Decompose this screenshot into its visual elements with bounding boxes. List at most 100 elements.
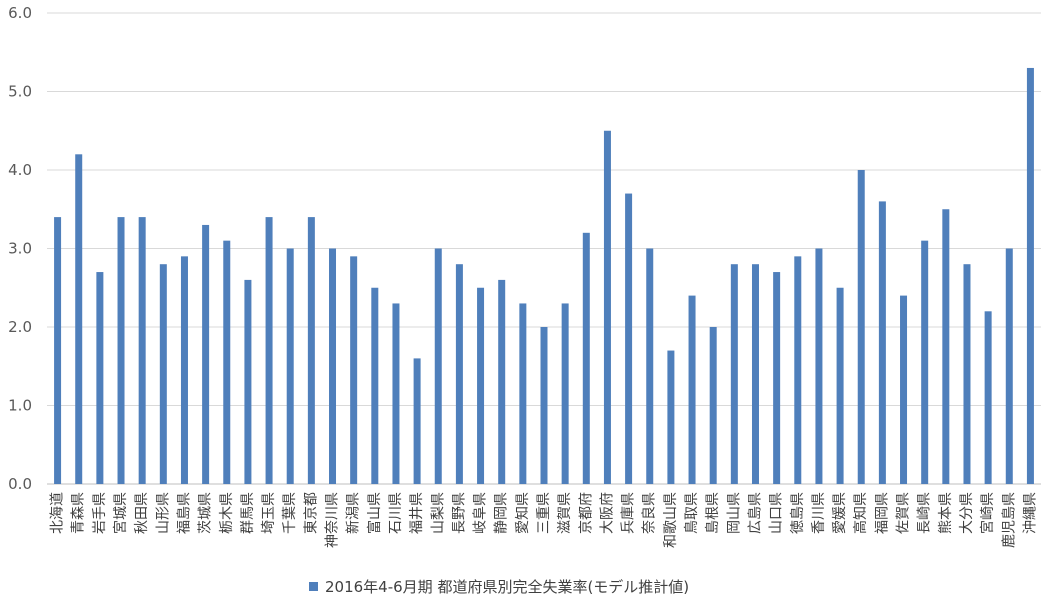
bar (138, 217, 146, 484)
bar (709, 327, 717, 484)
x-tick-label: 栃木県 (219, 492, 235, 534)
bar (561, 303, 569, 484)
x-tick-label: 山口県 (769, 492, 785, 534)
y-axis-ticks: 0.0 1.0 2.0 3.0 4.0 5.0 6.0 (8, 4, 32, 493)
bar (434, 248, 442, 484)
x-tick-label: 滋賀県 (557, 492, 573, 534)
x-tick-label: 埼玉県 (261, 492, 277, 534)
x-tick-label: 神奈川県 (325, 492, 341, 548)
x-tick-label: 愛媛県 (832, 492, 848, 534)
bar (75, 154, 83, 485)
legend-label: 2016年4-6月期 都道府県別完全失業率(モデル推計値) (325, 578, 689, 596)
x-tick-label: 高知県 (852, 492, 869, 534)
bar (159, 264, 167, 484)
bars (54, 67, 1034, 485)
bar (350, 256, 358, 484)
x-tick-label: 岡山県 (726, 492, 742, 534)
x-axis-labels: 北海道 青森県 岩手県 宮城県 秋田県 山形県 福島県 茨城県 栃木県 群馬県 埼玉県 千葉県 東京都神… (50, 492, 1039, 548)
bar (984, 311, 992, 484)
x-tick-label: 群馬県 (240, 492, 256, 534)
x-tick-label: 静岡県 (494, 492, 510, 534)
y-tick-label: 2.0 (8, 318, 32, 336)
bar (202, 224, 210, 484)
bar (900, 295, 908, 484)
x-tick-label: 徳島県 (790, 492, 806, 534)
bar (836, 287, 844, 484)
bar (773, 272, 781, 484)
bar (540, 327, 548, 484)
bar (688, 295, 696, 484)
bar (371, 287, 379, 484)
bar (329, 248, 337, 484)
x-tick-label: 香川県 (811, 492, 827, 534)
x-tick-label: 岩手県 (92, 492, 108, 534)
bar (1005, 248, 1013, 484)
bar (582, 232, 590, 484)
bar (498, 279, 506, 484)
bar (1026, 67, 1034, 484)
bar (413, 358, 421, 484)
x-tick-label: 京都府 (578, 492, 594, 534)
x-tick-label: 岐阜県 (472, 492, 489, 534)
legend-swatch (309, 582, 318, 591)
bar (54, 217, 62, 484)
bar (244, 279, 252, 484)
bar (667, 350, 675, 484)
x-tick-label: 富山県 (366, 492, 383, 534)
x-tick-label: 熊本県 (938, 492, 954, 534)
bar (646, 248, 654, 484)
bar (392, 303, 400, 484)
x-tick-label: 山形県 (155, 492, 171, 534)
bar (603, 130, 611, 484)
x-tick-label: 新潟県 (346, 492, 362, 534)
x-tick-label: 長崎県 (917, 492, 933, 534)
bar (963, 264, 971, 484)
x-tick-label: 東京都 (303, 492, 319, 534)
bar (117, 217, 125, 484)
x-tick-label: 三重県 (536, 492, 552, 534)
bar (857, 170, 865, 484)
x-tick-label: 北海道 (50, 492, 66, 534)
y-tick-label: 4.0 (8, 161, 32, 179)
bar (921, 240, 929, 484)
x-tick-label: 島根県 (705, 492, 721, 534)
x-tick-label: 長野県 (451, 492, 467, 534)
y-tick-label: 0.0 (8, 475, 32, 493)
bar (180, 256, 188, 484)
x-tick-label: 愛知県 (514, 492, 531, 534)
bar (730, 264, 738, 484)
x-tick-label: 和歌山県 (663, 492, 679, 548)
bar (878, 201, 886, 484)
x-tick-label: 福井県 (409, 492, 425, 534)
x-tick-label: 佐賀県 (896, 492, 912, 534)
bar (751, 264, 759, 484)
bar (455, 264, 463, 484)
bar (223, 240, 231, 484)
x-tick-label: 千葉県 (282, 492, 298, 534)
bar (265, 217, 273, 484)
y-tick-label: 5.0 (8, 83, 32, 101)
x-tick-label: 石川県 (388, 492, 404, 534)
bar (307, 217, 315, 484)
x-tick-label: 奈良県 (642, 492, 658, 534)
y-tick-label: 3.0 (8, 240, 32, 258)
x-tick-label: 鳥取県 (684, 492, 700, 534)
x-tick-label: 青森県 (71, 492, 87, 534)
y-tick-label: 6.0 (8, 4, 32, 22)
x-tick-label: 福島県 (176, 492, 192, 534)
x-tick-label: 広島県 (747, 492, 763, 534)
y-tick-label: 1.0 (8, 397, 32, 415)
bar (286, 248, 294, 484)
bar (96, 272, 104, 484)
bar (519, 303, 527, 484)
bar (815, 248, 823, 484)
bar (794, 256, 802, 484)
x-tick-label: 宮崎県 (980, 492, 996, 534)
legend: 2016年4-6月期 都道府県別完全失業率(モデル推計値) (309, 578, 689, 596)
x-tick-label: 福岡県 (874, 492, 890, 534)
x-tick-label: 大分県 (959, 492, 975, 534)
x-tick-label: 宮城県 (113, 492, 129, 534)
x-tick-label: 山梨県 (430, 492, 446, 534)
